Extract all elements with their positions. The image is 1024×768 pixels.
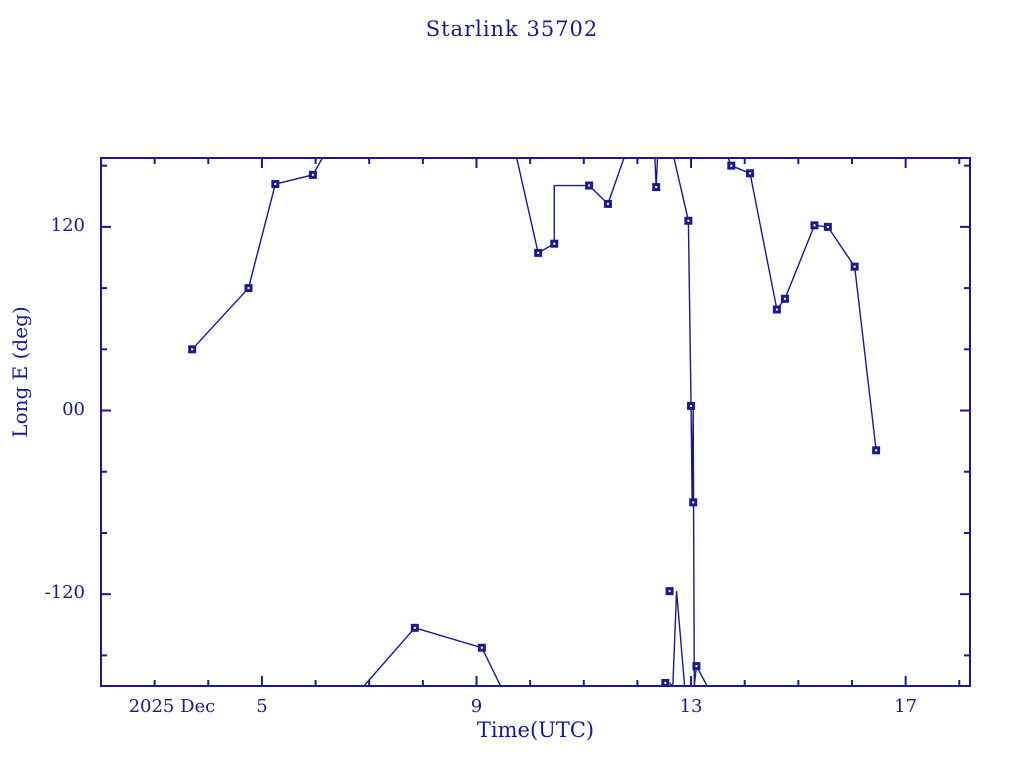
data-series-line	[191, 159, 877, 685]
y-axis-title: Long E (deg)	[8, 306, 32, 438]
chart-title: Starlink 35702	[425, 17, 599, 41]
x-tick-label-1: 9	[470, 696, 483, 717]
plot-frame	[100, 157, 971, 687]
x-tick-label-0: 5	[256, 696, 268, 717]
y-tick-label-1: 00	[62, 398, 85, 420]
axis-ticks	[101, 158, 970, 686]
data-series-markers	[188, 161, 881, 685]
x-axis-title: Time(UTC)	[476, 718, 595, 742]
x-tick-label-2: 13	[679, 696, 703, 717]
x-tick-label-3: 17	[894, 696, 918, 717]
y-tick-label-2: -120	[44, 582, 85, 604]
y-tick-label-0: 120	[50, 214, 85, 236]
x-axis-origin-label: 2025 Dec	[128, 696, 216, 717]
